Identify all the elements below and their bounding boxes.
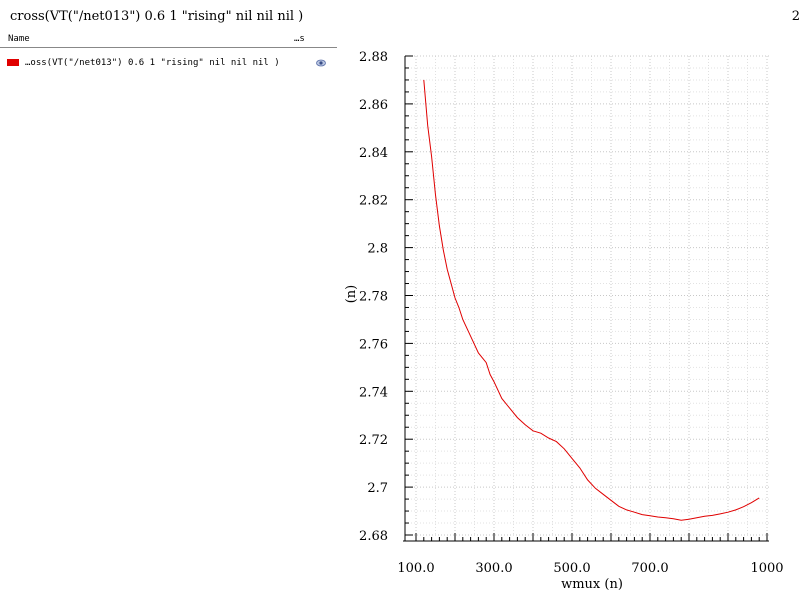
legend-header-visibility[interactable]: …s	[294, 34, 305, 44]
eye-icon[interactable]	[316, 59, 326, 67]
legend-header-name[interactable]: Name	[8, 34, 30, 44]
x-tick-label: 100.0	[397, 561, 434, 576]
series-line-0	[423, 79, 760, 521]
y-axis-title: (n)	[344, 285, 359, 304]
chart-title: cross(VT("/net013") 0.6 1 "rising" nil n…	[10, 9, 304, 24]
ticks: 2.68 2.7 2.72 2.74 2.76 2.78 2.8 2.82 2.84 2.86 2.…	[359, 50, 784, 576]
x-axis-title: wmux (n)	[561, 577, 623, 592]
legend-header: Name …s	[0, 31, 337, 48]
y-tick-label: 2.86	[359, 98, 388, 113]
y-tick-label: 2.78	[359, 290, 388, 305]
y-tick-label: 2.88	[359, 50, 388, 65]
x-tick-label: 300.0	[475, 561, 512, 576]
corner-label: 2	[791, 9, 800, 24]
y-tick-label: 2.68	[359, 529, 388, 544]
y-tick-label: 2.82	[359, 194, 388, 209]
axes	[403, 56, 769, 542]
y-tick-label: 2.72	[359, 433, 388, 448]
x-tick-label: 1000	[750, 561, 783, 576]
y-tick-label: 2.76	[359, 337, 388, 352]
y-tick-label: 2.7	[367, 481, 388, 496]
legend-item-label: …oss(VT("/net013") 0.6 1 "rising" nil ni…	[25, 58, 280, 68]
y-tick-label: 2.8	[367, 242, 388, 257]
series-layer	[423, 79, 760, 521]
x-tick-label: 500.0	[553, 561, 590, 576]
y-tick-label: 2.84	[359, 146, 388, 161]
legend-item[interactable]: …oss(VT("/net013") 0.6 1 "rising" nil ni…	[0, 56, 337, 70]
x-tick-label: 700.0	[631, 561, 668, 576]
y-tick-label: 2.74	[359, 385, 388, 400]
legend-color-swatch	[7, 59, 19, 66]
grid	[405, 55, 769, 536]
